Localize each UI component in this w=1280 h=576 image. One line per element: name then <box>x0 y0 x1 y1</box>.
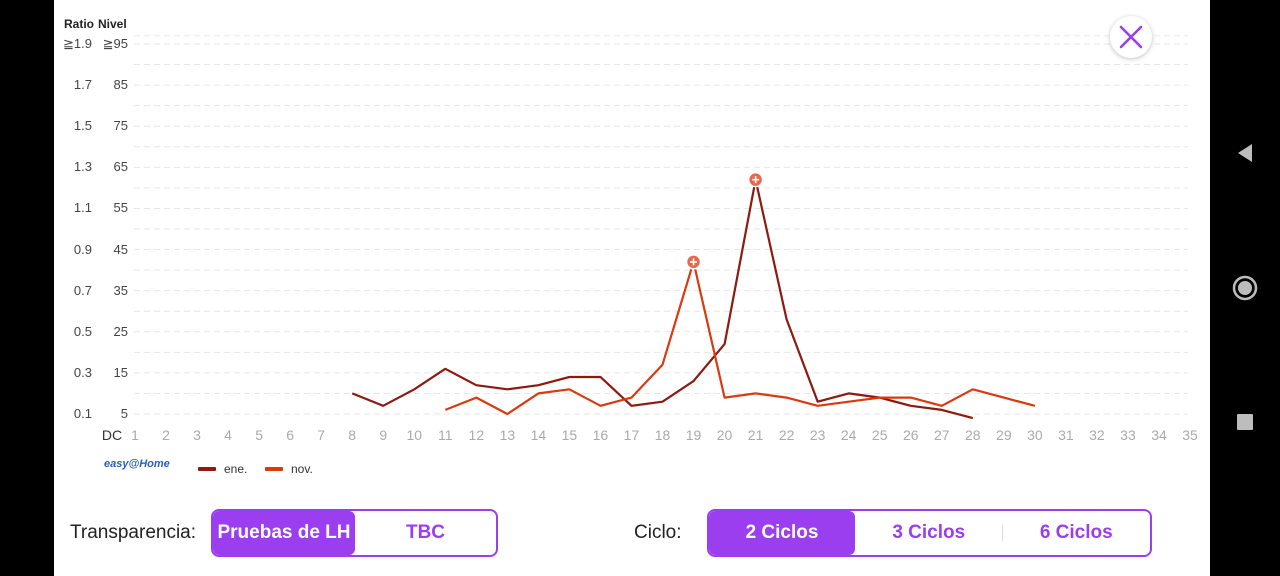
x-tick-label: 16 <box>592 427 609 443</box>
x-tick-label: 1 <box>131 427 139 443</box>
x-tick-label: 5 <box>255 427 263 443</box>
ratio-tick-label: 0.3 <box>73 364 92 380</box>
x-tick-label: 35 <box>1182 427 1198 443</box>
x-tick-label: 31 <box>1058 427 1074 443</box>
level-tick-label: 85 <box>113 77 128 93</box>
ratio-tick-label: 0.9 <box>73 241 92 257</box>
ciclo-label: Ciclo: <box>634 522 682 543</box>
level-tick-label: 35 <box>113 282 128 298</box>
transparencia-label: Transparencia: <box>70 522 197 543</box>
easy-at-home-logo: easy@Home <box>104 458 170 470</box>
legend-ene-label: ene. <box>224 462 248 476</box>
x-tick-label: 4 <box>224 427 232 443</box>
ratio-tick-label: ≧1.9 <box>63 36 92 51</box>
home-button[interactable] <box>1210 268 1280 308</box>
level-tick-label: 55 <box>113 200 128 216</box>
level-tick-label: 15 <box>113 364 128 380</box>
x-tick-label: 19 <box>685 427 702 443</box>
x-tick-label: 27 <box>933 427 950 443</box>
ratio-tick-label: 0.1 <box>73 406 92 421</box>
home-circle-icon <box>1232 275 1258 301</box>
close-icon <box>1119 25 1143 49</box>
series-line-ene <box>351 178 974 420</box>
x-tick-label: 3 <box>193 427 201 443</box>
x-tick-label: 28 <box>965 427 981 443</box>
level-tick-label: 25 <box>113 323 128 339</box>
x-tick-label: 2 <box>162 427 170 443</box>
recents-button[interactable] <box>1210 402 1280 442</box>
x-tick-label: 33 <box>1120 427 1136 443</box>
x-tick-label: 21 <box>747 427 764 443</box>
x-tick-label: 18 <box>654 427 671 443</box>
x-tick-label: 25 <box>871 427 888 443</box>
ciclo-6-button[interactable]: 6 Ciclos <box>1039 522 1113 543</box>
ratio-tick-label: 1.3 <box>73 159 92 175</box>
x-tick-label: 9 <box>379 427 388 443</box>
legend-nov-label: nov. <box>291 462 313 476</box>
x-tick-label: 11 <box>438 427 453 443</box>
ratio-tick-label: 1.1 <box>73 200 92 216</box>
level-axis-header: Nivel <box>98 17 127 31</box>
x-tick-label: 8 <box>348 427 357 443</box>
x-tick-label: 13 <box>499 427 516 443</box>
lh-chart <box>134 35 1188 420</box>
x-tick-label: 34 <box>1151 427 1167 443</box>
back-button[interactable] <box>1210 133 1280 173</box>
level-tick-label: 75 <box>113 118 128 134</box>
x-tick-label: 22 <box>778 427 795 443</box>
transparencia-toggle: Pruebas de LH TBC <box>211 509 498 557</box>
x-tick-label: 14 <box>530 427 547 443</box>
back-triangle-icon <box>1238 144 1252 162</box>
x-tick-label: 32 <box>1089 427 1105 443</box>
peak-marker-plus-icon <box>690 258 698 266</box>
x-tick-label: 10 <box>406 427 423 443</box>
legend-nov-swatch <box>265 467 283 471</box>
segment-divider <box>1001 525 1003 541</box>
ciclo-2-button[interactable]: 2 Ciclos <box>709 511 855 555</box>
x-tick-label: 15 <box>561 427 578 443</box>
ratio-axis-header: Ratio <box>64 17 94 31</box>
x-tick-label: 6 <box>286 427 295 443</box>
x-tick-label: 26 <box>902 427 919 443</box>
legend-nov: nov. <box>265 462 313 476</box>
x-tick-label: 17 <box>623 427 640 443</box>
x-axis-label: DC <box>101 427 123 443</box>
level-tick-label: 45 <box>113 241 128 257</box>
tbc-button[interactable]: TBC <box>405 522 446 543</box>
ciclo-3-label: 3 Ciclos <box>892 522 966 543</box>
level-tick-label: 5 <box>120 406 128 421</box>
level-tick-label: 65 <box>113 159 128 175</box>
ratio-tick-label: 1.5 <box>73 118 92 134</box>
chart-panel: Ratio Nivel ≧1.9 ≧95 1.7 85 1.5 75 1.3 65 1.1 55 0… <box>54 0 1210 576</box>
x-tick-label: 29 <box>996 427 1012 443</box>
x-tick-label: 23 <box>809 427 826 443</box>
x-tick-label: 30 <box>1027 427 1043 443</box>
peak-marker-plus-icon <box>752 176 760 184</box>
level-tick-label: ≧95 <box>102 36 128 51</box>
x-tick-label: 12 <box>468 427 485 443</box>
close-button[interactable] <box>1110 16 1152 58</box>
legend-ene-swatch <box>198 467 216 471</box>
pruebas-lh-button[interactable]: Pruebas de LH <box>213 511 355 555</box>
recents-square-icon <box>1237 414 1253 430</box>
x-tick-label: 7 <box>317 427 326 443</box>
series-line-nov <box>444 260 1036 416</box>
android-nav-bar <box>1210 0 1280 576</box>
ratio-tick-label: 0.7 <box>73 282 92 298</box>
x-tick-label: 20 <box>716 427 733 443</box>
ciclo-toggle: 2 Ciclos 3 Ciclos 6 Ciclos <box>707 509 1152 557</box>
legend-ene: ene. <box>198 462 247 476</box>
ratio-tick-label: 1.7 <box>73 77 92 93</box>
ciclo-3-button[interactable]: 3 Ciclos <box>855 511 1003 555</box>
x-tick-label: 24 <box>840 427 857 443</box>
ratio-tick-label: 0.5 <box>73 323 92 339</box>
